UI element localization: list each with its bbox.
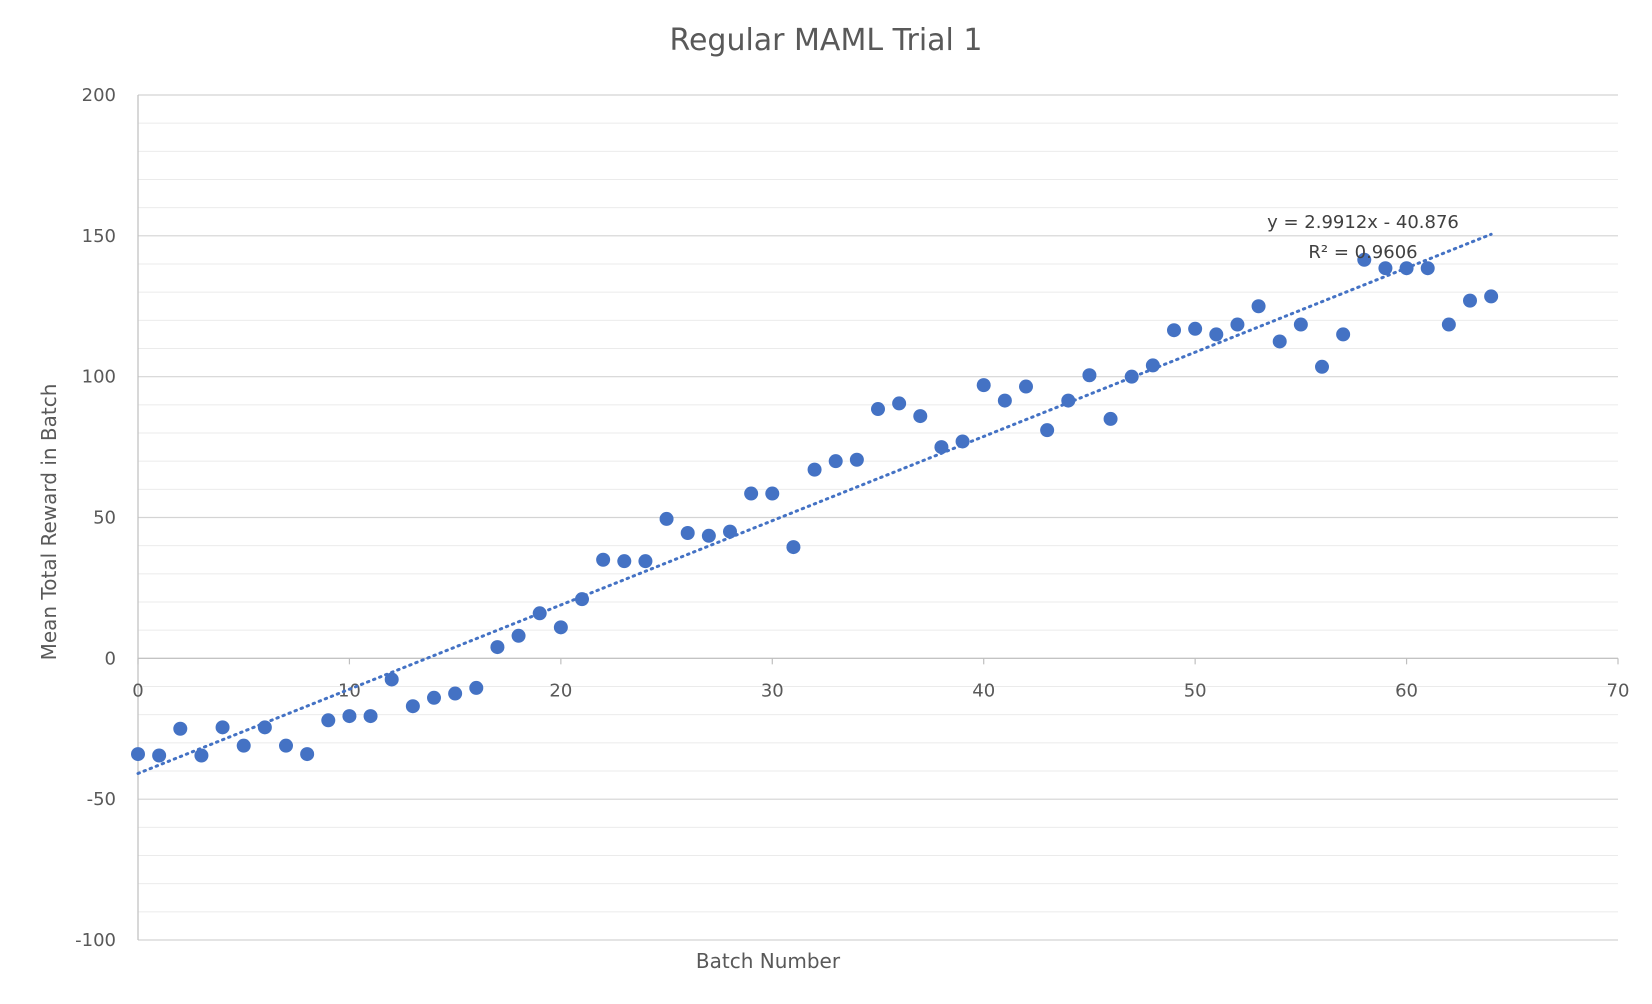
data-point: [701, 528, 716, 543]
trendline-r-squared: R² = 0.9606: [1308, 242, 1417, 263]
data-point: [828, 454, 843, 469]
data-point: [575, 592, 589, 607]
data-point: [997, 393, 1012, 408]
data-point: [1336, 327, 1351, 342]
y-axis-title: Mean Total Reward in Batch: [37, 384, 61, 661]
data-point: [849, 452, 864, 467]
data-point: [405, 699, 420, 714]
x-tick-label: 60: [1395, 680, 1418, 701]
data-point: [892, 396, 907, 411]
data-point: [1209, 327, 1224, 342]
data-point: [1357, 252, 1372, 267]
data-point: [469, 680, 484, 695]
data-point: [257, 720, 272, 735]
data-point: [279, 738, 293, 753]
data-point: [363, 709, 378, 724]
data-point: [1399, 261, 1414, 276]
y-tick-label: 100: [82, 367, 116, 388]
data-point: [744, 486, 759, 501]
data-point: [1441, 317, 1456, 332]
data-point: [321, 713, 336, 728]
y-tick-label: 50: [93, 508, 116, 529]
data-point: [617, 554, 632, 569]
data-point: [638, 554, 653, 569]
data-point: [596, 552, 611, 567]
y-tick-label: -100: [75, 930, 116, 951]
data-point: [131, 747, 145, 762]
data-point: [1315, 359, 1329, 374]
data-point: [490, 640, 505, 655]
axes: [137, 95, 1619, 940]
data-point: [173, 721, 188, 736]
data-point: [807, 462, 822, 477]
data-point: [1145, 358, 1160, 373]
data-point: [384, 672, 399, 687]
data-point: [786, 540, 801, 555]
y-tick-label: 200: [82, 85, 116, 106]
data-point: [553, 620, 568, 635]
x-axis-title: Batch Number: [696, 949, 841, 973]
x-tick-label: 20: [549, 680, 572, 701]
data-point: [1061, 393, 1076, 408]
trendline-layer: [136, 232, 1493, 775]
data-point: [1251, 299, 1266, 314]
data-point: [194, 748, 209, 763]
data-point: [1167, 323, 1181, 338]
data-point: [1420, 261, 1435, 276]
data-point: [448, 686, 463, 701]
data-point: [1103, 411, 1118, 426]
x-tick-label: 0: [132, 680, 143, 701]
chart-title: Regular MAML Trial 1: [669, 23, 982, 58]
data-point: [511, 628, 526, 643]
data-point: [1019, 379, 1033, 394]
data-point: [913, 409, 928, 424]
data-point: [1293, 317, 1308, 332]
data-point: [342, 709, 357, 724]
data-point: [427, 690, 441, 705]
trendline: [136, 232, 1493, 775]
data-point: [1230, 317, 1245, 332]
data-point: [871, 402, 885, 417]
x-tick-label: 70: [1607, 680, 1630, 701]
data-point: [723, 524, 737, 539]
data-points: [131, 252, 1499, 763]
data-point: [532, 606, 547, 621]
data-point: [659, 511, 674, 526]
data-point: [1082, 368, 1097, 383]
x-tick-label: 30: [761, 680, 784, 701]
y-tick-label: 0: [105, 648, 116, 669]
data-point: [955, 434, 970, 449]
data-point: [680, 525, 695, 540]
data-point: [1188, 321, 1203, 336]
x-tick-label: 40: [972, 680, 995, 701]
grid-lines: [138, 94, 1618, 941]
data-point: [1272, 334, 1287, 349]
data-point: [976, 378, 991, 393]
data-point: [300, 747, 315, 762]
tick-labels: -100 -50 0 50 100 150 200 0 10 20 30 40 50 60 70: [75, 85, 1629, 951]
y-tick-label: -50: [87, 789, 116, 810]
data-point: [1484, 289, 1499, 304]
data-point: [152, 748, 167, 763]
data-point: [934, 440, 949, 455]
data-point: [1124, 369, 1139, 384]
x-tick-label: 50: [1184, 680, 1207, 701]
x-tick-label: 10: [338, 680, 361, 701]
trendline-equation: y = 2.9912x - 40.876: [1267, 212, 1459, 233]
y-tick-label: 150: [82, 226, 116, 247]
data-point: [1378, 261, 1393, 276]
data-point: [1463, 293, 1477, 308]
data-point: [765, 486, 780, 501]
data-point: [215, 720, 230, 735]
data-point: [1040, 423, 1055, 438]
data-point: [236, 738, 251, 753]
